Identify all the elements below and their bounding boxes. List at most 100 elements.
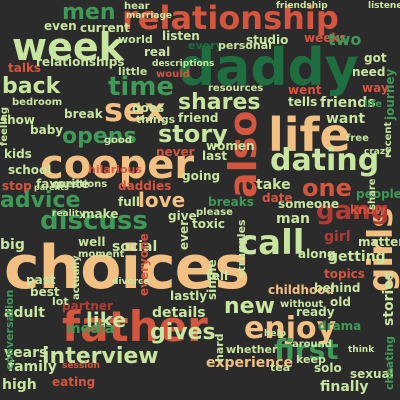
word-people: people xyxy=(356,187,400,201)
word-matter: matter xyxy=(358,235,400,249)
word-first: first xyxy=(274,333,339,366)
word-went: went xyxy=(288,83,322,97)
word-please: please xyxy=(196,207,233,218)
word-time: time xyxy=(108,72,175,102)
word-solo: solo xyxy=(314,361,342,375)
word-descriptions: descriptions xyxy=(152,59,215,69)
word-friend: friend xyxy=(178,111,219,125)
word-baby: baby xyxy=(30,123,64,137)
word-two: two xyxy=(328,30,362,49)
word-years: years xyxy=(4,345,48,361)
word-discuss: discuss xyxy=(40,206,148,236)
word-take: take xyxy=(256,177,291,193)
word-stop: stop xyxy=(2,179,32,193)
word-childhood: childhood xyxy=(268,283,335,297)
word-back: back xyxy=(2,74,61,99)
word-love: love xyxy=(138,188,186,212)
word-drama: drama xyxy=(318,319,362,333)
word-daddy: daddy xyxy=(178,38,359,98)
word-tells: tells xyxy=(288,95,318,109)
word-resources: resources xyxy=(208,83,264,94)
word-old: old xyxy=(330,295,351,309)
word-daddies: daddies xyxy=(118,179,172,193)
word-gang: gang xyxy=(316,196,390,226)
word-full: full xyxy=(118,195,140,209)
word-favorite: favorite xyxy=(36,177,90,191)
word-every: every xyxy=(188,39,223,52)
word-world: world xyxy=(118,33,153,46)
word-things: things xyxy=(136,113,176,126)
word-good: good xyxy=(104,135,133,146)
word-little: little xyxy=(118,65,148,78)
word-gives: gives xyxy=(150,320,216,345)
word-cheating: cheating xyxy=(383,336,396,390)
word-actually: actually xyxy=(71,255,82,300)
word-free: free xyxy=(346,133,369,144)
word-eating: eating xyxy=(52,375,96,389)
word-help: help xyxy=(264,329,287,339)
word-last: last xyxy=(202,149,228,163)
word-sex: sex xyxy=(104,91,166,129)
word-kids: kids xyxy=(4,147,32,161)
word-got: got xyxy=(364,51,387,65)
word-men: men xyxy=(62,0,116,25)
word-keep: keep xyxy=(296,353,326,366)
word-listener: listener xyxy=(368,1,400,11)
word-relationship: relationship xyxy=(122,0,339,37)
word-getting: getting xyxy=(328,249,386,265)
word-even: even xyxy=(44,19,77,33)
word-partner: partner xyxy=(62,299,113,313)
word-share: share xyxy=(367,178,378,210)
word-experience: experience xyxy=(206,355,294,371)
word-relationships: relationships xyxy=(36,55,125,69)
word-does: does xyxy=(132,101,165,115)
word-date: date xyxy=(262,191,293,205)
word-stories: stories xyxy=(381,271,397,326)
word-show: show xyxy=(0,113,36,127)
word-man: man xyxy=(276,211,311,227)
word-sexual: sexual xyxy=(350,367,394,381)
word-friends: friends xyxy=(320,95,376,111)
word-enjoy: enjoy xyxy=(244,311,337,346)
word-breaks: breaks xyxy=(208,195,254,209)
word-questions: questions xyxy=(52,179,108,190)
word-hilarious: hilarious xyxy=(88,163,142,176)
word-think: think xyxy=(348,345,375,355)
word-need: need xyxy=(352,65,386,79)
word-father: father xyxy=(62,302,208,351)
word-marriage: marriage xyxy=(126,11,173,21)
word-school: school xyxy=(8,163,52,177)
word-bedroom: bedroom xyxy=(12,97,63,108)
word-social: social xyxy=(112,239,158,255)
word-big: big xyxy=(0,237,25,253)
word-ready: ready xyxy=(296,305,335,319)
word-break: break xyxy=(64,107,103,121)
word-hear: hear xyxy=(124,1,150,12)
word-single: single xyxy=(205,259,219,300)
word-shares: shares xyxy=(178,90,261,115)
word-parents: parents xyxy=(34,183,69,192)
word-like: like xyxy=(86,308,127,332)
word-behind: behind xyxy=(314,281,361,295)
word-talks: talks xyxy=(8,61,42,75)
word-around: around xyxy=(292,339,332,350)
word-week: week xyxy=(12,25,124,69)
word-recent: recent xyxy=(383,121,394,158)
word-make: make xyxy=(82,207,119,221)
word-way: way xyxy=(362,81,389,95)
word-best: best xyxy=(30,285,60,299)
word-along: along xyxy=(298,247,336,261)
word-conversation: conversation xyxy=(3,289,16,370)
word-hard: hard xyxy=(213,333,226,362)
word-interview: interview xyxy=(42,344,159,369)
word-cooper: cooper xyxy=(40,142,195,188)
word-tell: tell xyxy=(206,269,229,283)
word-opens: opens xyxy=(62,124,137,149)
word-advice: advice xyxy=(0,188,81,213)
word-media: media xyxy=(66,321,115,337)
word-life-small: life xyxy=(364,99,382,110)
word-want: want xyxy=(326,111,366,127)
word-real: real xyxy=(144,45,171,59)
word-one: one xyxy=(302,174,352,202)
